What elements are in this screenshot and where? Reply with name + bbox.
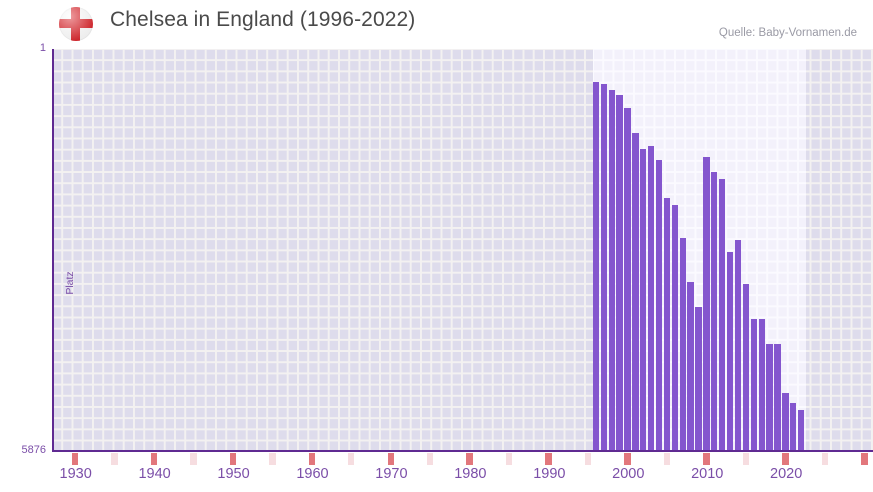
x-tick-1960 bbox=[308, 453, 316, 465]
x-axis-label-1960: 1960 bbox=[296, 466, 329, 482]
bar-2022[interactable] bbox=[798, 409, 805, 452]
y-axis-tick-bottom: 5876 bbox=[21, 444, 46, 456]
bar-2002[interactable] bbox=[640, 149, 647, 452]
plot-area: Platz bbox=[52, 49, 873, 452]
bar-2021[interactable] bbox=[790, 402, 797, 452]
bar-2006[interactable] bbox=[671, 205, 678, 452]
x-tick-1945 bbox=[190, 453, 197, 465]
y-axis-tick-top: 1 bbox=[39, 42, 46, 54]
x-tick-1985 bbox=[505, 453, 513, 465]
bar-2005[interactable] bbox=[663, 198, 671, 452]
bar-1996[interactable] bbox=[592, 81, 600, 452]
x-tick-1955 bbox=[269, 453, 276, 465]
x-tick-2005 bbox=[663, 453, 671, 465]
x-tick-1980 bbox=[466, 453, 473, 465]
bar-2016[interactable] bbox=[750, 319, 757, 452]
x-tick-2015 bbox=[742, 453, 750, 465]
x-axis-label-1970: 1970 bbox=[375, 466, 408, 482]
bar-series bbox=[52, 49, 873, 452]
bar-1997[interactable] bbox=[600, 83, 607, 452]
bar-2003[interactable] bbox=[648, 145, 655, 452]
x-tick-1975 bbox=[426, 453, 434, 465]
x-axis-label-2010: 2010 bbox=[691, 466, 724, 482]
x-tick-1940 bbox=[150, 453, 158, 465]
bar-2009[interactable] bbox=[695, 306, 702, 452]
bar-2011[interactable] bbox=[711, 171, 718, 452]
x-tick-2010 bbox=[703, 453, 710, 465]
x-axis-tick-marks bbox=[52, 453, 873, 465]
page-title: Chelsea in England (1996-2022) bbox=[110, 8, 416, 31]
x-tick-1990 bbox=[545, 453, 552, 465]
england-flag-icon bbox=[59, 7, 93, 41]
bar-2008[interactable] bbox=[687, 282, 694, 452]
x-axis-label-2000: 2000 bbox=[612, 466, 645, 482]
x-tick-1950 bbox=[229, 453, 237, 465]
flag-gloss bbox=[59, 7, 93, 41]
x-tick-1970 bbox=[387, 453, 394, 465]
bar-2010[interactable] bbox=[703, 156, 710, 452]
x-axis-label-1930: 1930 bbox=[59, 466, 92, 482]
bar-2004[interactable] bbox=[655, 160, 663, 452]
bar-1999[interactable] bbox=[616, 94, 623, 452]
bar-1998[interactable] bbox=[608, 90, 615, 452]
x-axis-label-1990: 1990 bbox=[533, 466, 566, 482]
x-axis-label-1950: 1950 bbox=[217, 466, 250, 482]
bar-2000[interactable] bbox=[624, 107, 631, 452]
x-tick-2025 bbox=[821, 453, 829, 465]
x-tick-1995 bbox=[584, 453, 592, 465]
chart-header: Chelsea in England (1996-2022) Quelle: B… bbox=[0, 0, 873, 49]
x-axis-label-2020: 2020 bbox=[770, 466, 803, 482]
bar-2017[interactable] bbox=[758, 319, 765, 452]
bar-2015[interactable] bbox=[742, 284, 750, 452]
bar-2001[interactable] bbox=[632, 132, 639, 452]
bar-2020[interactable] bbox=[782, 393, 789, 452]
x-tick-1965 bbox=[348, 453, 355, 465]
x-tick-2030 bbox=[861, 453, 868, 465]
bar-2007[interactable] bbox=[679, 238, 686, 452]
x-axis-label-1940: 1940 bbox=[138, 466, 171, 482]
x-tick-1935 bbox=[111, 453, 118, 465]
x-axis-line bbox=[52, 450, 873, 452]
bar-2019[interactable] bbox=[774, 343, 781, 452]
bar-2013[interactable] bbox=[726, 251, 734, 452]
source-credit: Quelle: Baby-Vornamen.de bbox=[718, 27, 857, 39]
bar-2012[interactable] bbox=[719, 178, 726, 452]
y-axis-title: Platz bbox=[64, 271, 76, 295]
x-tick-2000 bbox=[624, 453, 631, 465]
bar-2018[interactable] bbox=[766, 343, 773, 452]
bar-2014[interactable] bbox=[734, 240, 742, 452]
x-axis-tick-labels: 1930 1940 1950 1960 1970 1980 1990 2000 2010 2020 bbox=[52, 466, 873, 490]
x-axis-label-1980: 1980 bbox=[454, 466, 487, 482]
y-axis-line bbox=[52, 49, 54, 452]
x-tick-2020 bbox=[782, 453, 789, 465]
x-tick-1930 bbox=[71, 453, 79, 465]
